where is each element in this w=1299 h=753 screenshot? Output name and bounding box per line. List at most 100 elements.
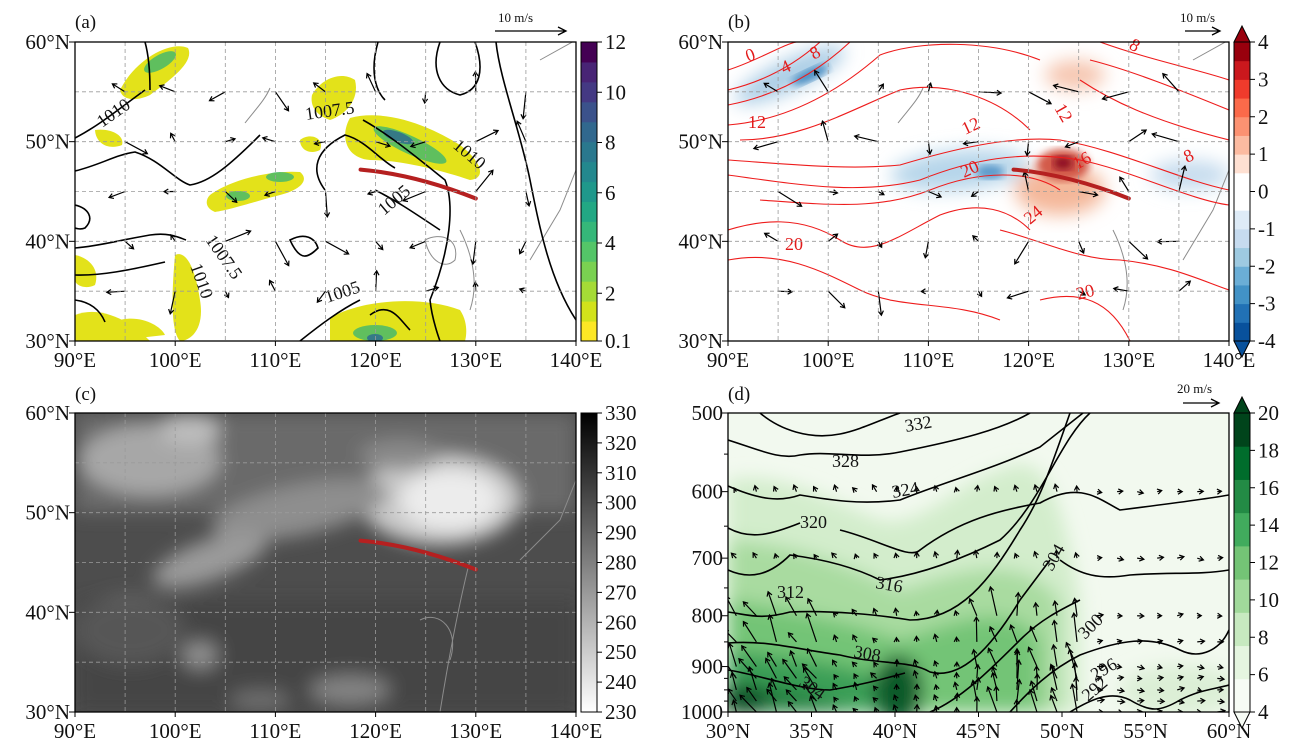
wind-vector-arrow [1014, 591, 1022, 616]
wind-vector-arrow [470, 241, 477, 266]
x-tick-label: 140°E [1203, 348, 1256, 372]
wind-vector-arrow [1096, 554, 1103, 562]
wind-vector-arrow [953, 609, 960, 616]
wind-vector-arrow [1196, 687, 1203, 693]
colorbar-segment [581, 161, 597, 183]
wind-vector-arrow [1073, 551, 1080, 559]
wind-vector-arrow [806, 647, 818, 667]
colorbar-tick-label: 290 [605, 521, 637, 545]
wind-vector-arrow [953, 706, 960, 712]
wind-vector-arrow [518, 287, 527, 294]
colorbar-tick-label: -3 [1258, 292, 1276, 316]
plot-frame [74, 41, 577, 342]
wind-vector-arrow [1137, 687, 1146, 694]
wind-vector-arrow [1197, 664, 1205, 671]
colorbar-segment [581, 42, 597, 63]
cross-section-shading [728, 413, 1229, 712]
wind-vector-arrow [1177, 488, 1184, 495]
wind-vector-arrow [1053, 549, 1060, 559]
wind-vector-arrow [1197, 638, 1206, 645]
colorbar-extend-min [1233, 711, 1251, 730]
wind-vectors-a [105, 70, 532, 315]
wind-vector-arrow [1178, 164, 1188, 192]
wind-vector-arrow [1096, 697, 1106, 704]
wind-vector-arrow [812, 485, 819, 492]
wind-vector-arrow [783, 675, 797, 691]
wind-vector-arrow [1097, 663, 1106, 670]
reference-vector-b: 10 m/s [1180, 10, 1222, 36]
wind-vector-arrow [1078, 290, 1087, 296]
wind-vector-arrow [928, 190, 943, 199]
wind-vector-arrow [973, 616, 980, 642]
wind-vector-arrow [872, 685, 879, 692]
colorbar-segment [1234, 154, 1250, 174]
wind-vector-arrow [475, 129, 500, 143]
wind-vector-arrow [111, 83, 126, 93]
panel-c-label: (c) [75, 384, 96, 405]
colorbar-segment [581, 261, 597, 282]
panel-d: (d) [728, 384, 1229, 712]
wind-vector-arrow [1196, 612, 1203, 619]
wind-vector-arrow [827, 233, 839, 242]
wind-vector-arrow [872, 607, 879, 616]
y-tick-label: 50°N [25, 130, 70, 154]
wind-vector-arrow [832, 483, 839, 492]
wind-vector-arrow [766, 590, 777, 616]
colorbar-extend-max [1233, 395, 1251, 414]
wind-vector-arrow [777, 190, 803, 207]
wind-vector-arrow [1033, 550, 1039, 559]
wind-vector-arrow [953, 692, 961, 702]
wind-vector-arrow [993, 485, 1000, 492]
colorbar-tick-label: 10 [605, 80, 626, 104]
wind-vector-arrow [375, 141, 392, 148]
wind-vector-arrow [820, 119, 829, 142]
wind-vector-arrow [814, 69, 829, 93]
wind-vector-arrow [325, 240, 350, 255]
wind-vector-arrow [366, 189, 376, 196]
colorbar-segment [1234, 479, 1250, 514]
colorbar-tick-label: 8 [605, 131, 616, 155]
colorbar-tick-label: 14 [1258, 513, 1280, 537]
wind-vector-arrow [971, 648, 978, 667]
wind-vector-arrow [832, 703, 838, 712]
wind-vector-arrow [1029, 680, 1038, 702]
wind-vector-arrow [832, 682, 838, 691]
wind-vector-arrow [869, 672, 878, 679]
wind-vector-arrow [853, 134, 879, 143]
wind-vector-arrow [1065, 641, 1078, 667]
colorbar-b: 4 3 2 1 0 -1 -2 -3 -4 [1233, 24, 1276, 359]
precipitation-shading [75, 42, 576, 341]
colorbar-tick-label: 10 [1258, 588, 1279, 612]
colorbar-tick-label: 3 [1258, 67, 1269, 91]
wind-vector-arrow [974, 676, 982, 690]
wind-vector-arrow [1157, 638, 1164, 645]
wind-vector-arrow [954, 549, 961, 559]
x-tick-label: 120°E [349, 719, 402, 743]
wind-vector-arrow [893, 658, 900, 667]
y-tick-label: 600 [692, 480, 724, 504]
wind-vector-arrow [772, 485, 779, 492]
contour-label: 316 [874, 572, 904, 596]
wind-vector-arrow [316, 290, 326, 304]
wind-vector-arrow [373, 269, 380, 292]
axes-panel-d: 30°N 35°N 40°N 45°N 50°N 55°N 60°N500600700800… [681, 395, 1280, 743]
wind-vector-arrow [752, 141, 779, 151]
x-tick-label: 50°N [1040, 719, 1085, 743]
wind-vector-arrow [1128, 129, 1148, 143]
wind-vector-arrow [1119, 176, 1130, 192]
colorbar-tick-label: 8 [1258, 625, 1269, 649]
wind-vector-arrow [1136, 675, 1143, 682]
wind-vector-arrow [892, 694, 899, 702]
x-tick-label: 130°E [449, 719, 502, 743]
wind-vector-arrow [976, 290, 983, 298]
arrow-right-icon [1185, 26, 1222, 36]
wind-vector-arrow [312, 82, 326, 93]
wind-vector-arrow [787, 700, 797, 712]
y-tick-label: 50°N [678, 130, 723, 154]
colorbar-frame [580, 41, 598, 342]
wind-vector-arrow [827, 290, 846, 309]
wind-vector-arrow [1015, 659, 1022, 690]
wind-vector-arrow [1053, 483, 1060, 492]
wind-vector-arrow [323, 191, 331, 219]
